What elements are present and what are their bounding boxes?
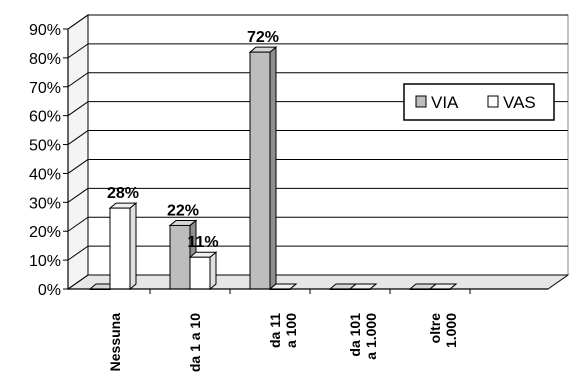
legend: VIA VAS xyxy=(403,83,555,121)
y-tick-label: 60% xyxy=(29,109,61,126)
category-label: 1.000 xyxy=(443,313,459,348)
legend-label-vas: VAS xyxy=(503,93,536,112)
data-label: 72% xyxy=(247,29,279,46)
y-tick-label: 20% xyxy=(29,224,61,241)
gridline-diagonal xyxy=(67,187,89,203)
data-label: 28% xyxy=(107,185,139,202)
bars xyxy=(88,46,458,291)
gridline-diagonal xyxy=(67,43,89,59)
legend-label-via: VIA xyxy=(431,93,459,112)
y-tick-label: 50% xyxy=(29,138,61,155)
category-label: Nessuna xyxy=(107,313,123,372)
legend-symbol-via xyxy=(415,95,427,108)
bar-vas-0-front xyxy=(109,207,131,290)
chart-floor xyxy=(66,274,570,290)
category-label: a 100 xyxy=(283,313,299,348)
gridline-diagonal xyxy=(67,216,89,232)
bar-vas-1 xyxy=(188,251,218,291)
bar-via-2-front xyxy=(249,51,271,290)
y-axis: 0% 10% 20% 30% 40% 50% 60% 70% 80% 90% xyxy=(29,22,69,299)
gridline-diagonal xyxy=(67,274,89,290)
bar-vas-1-side xyxy=(209,251,217,291)
y-tick-label: 90% xyxy=(29,22,61,39)
gridline-diagonal xyxy=(67,72,89,88)
data-labels: 28% 22% 11% 72% xyxy=(107,29,279,251)
bar-vas-0 xyxy=(108,202,138,291)
data-label: 11% xyxy=(187,234,218,251)
category-label: a 1.000 xyxy=(363,313,379,360)
category-label: da 11 xyxy=(267,313,283,348)
x-axis: Nessuna da 1 a 10 da 11 a 100 da 101 a 1.000 o… xyxy=(68,288,548,372)
bar-via-2 xyxy=(248,46,278,291)
category-label: da 1 a 10 xyxy=(187,313,203,372)
bar-via-2-side xyxy=(269,46,277,291)
y-tick-label: 80% xyxy=(29,51,61,68)
y-tick-label: 40% xyxy=(29,166,61,183)
gridline-diagonal xyxy=(67,101,89,117)
gridline-diagonal xyxy=(67,159,89,174)
category-label: da 101 xyxy=(347,313,363,357)
gridline-diagonal xyxy=(67,14,89,30)
chart-back-wall xyxy=(87,14,569,276)
data-label: 22% xyxy=(167,202,199,219)
bar-vas-1-front xyxy=(189,256,211,290)
bar-vas-0-side xyxy=(129,202,137,291)
legend-symbol-vas xyxy=(487,95,499,108)
y-tick-label: 0% xyxy=(38,282,61,299)
y-tick-label: 10% xyxy=(29,253,61,270)
legend-box xyxy=(403,83,555,121)
chart-walls xyxy=(66,14,570,290)
gridline-diagonal xyxy=(67,130,89,145)
y-tick-label: 70% xyxy=(29,80,61,97)
y-tick-label: 30% xyxy=(29,195,61,212)
gridline-diagonal xyxy=(67,245,89,261)
category-label: oltre xyxy=(427,313,443,344)
